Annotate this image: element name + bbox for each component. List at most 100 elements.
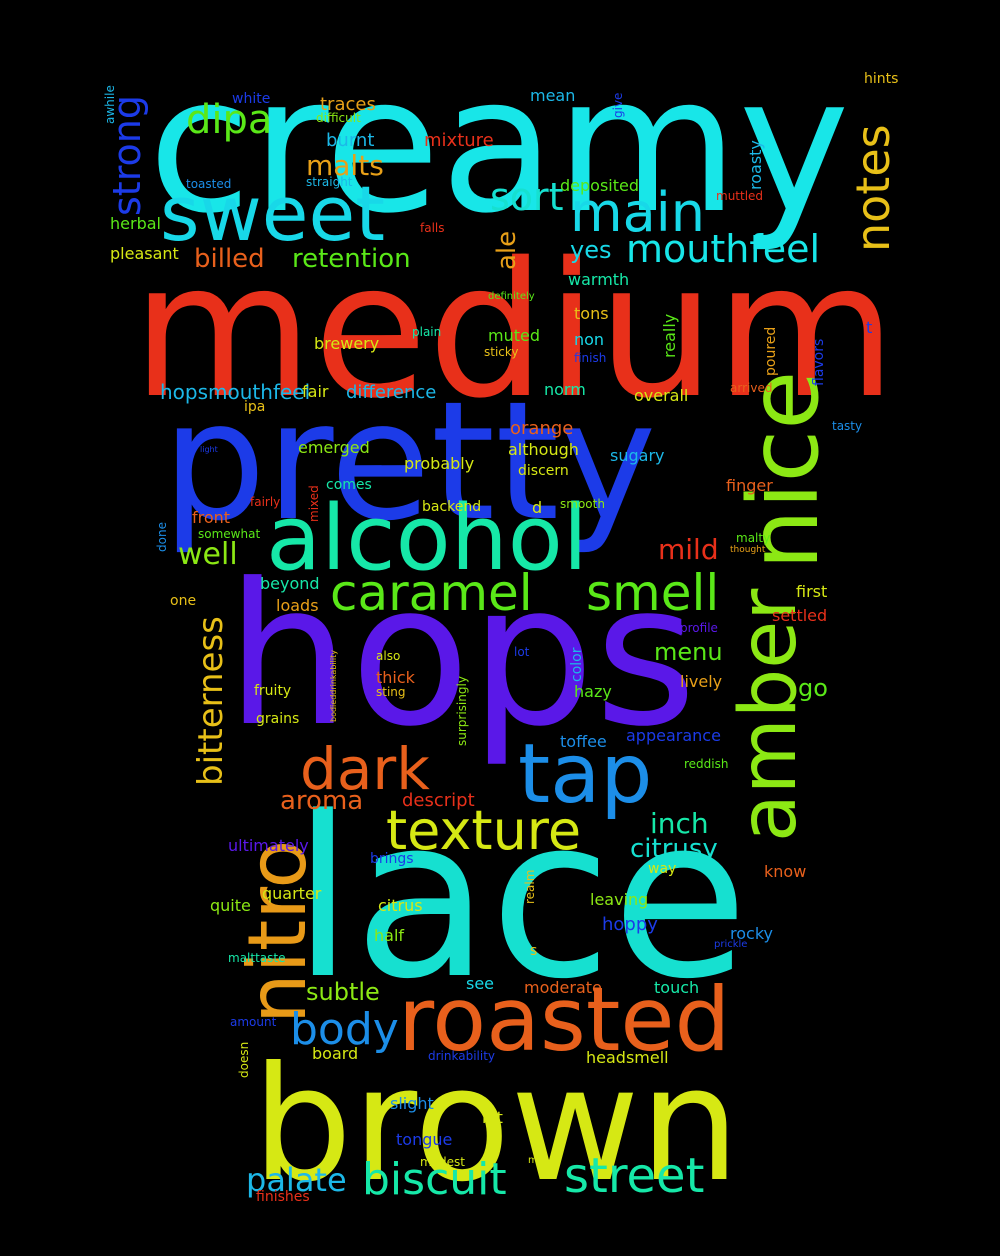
word-fair: fair (302, 382, 329, 401)
word-leaving: leaving (590, 890, 649, 909)
word-street: street (564, 1148, 705, 1204)
word-alcohol: alcohol (266, 486, 588, 591)
word-m: m (528, 1155, 538, 1166)
word-amount: amount (230, 1015, 277, 1029)
word-finish: finish (574, 351, 607, 365)
word-one: one (170, 593, 197, 609)
word-surprisingly: surprisingly (455, 676, 469, 746)
word-half: half (374, 926, 405, 945)
word-malttaste: malttaste (228, 951, 286, 965)
word-give: give (611, 92, 625, 118)
word-done: done (155, 522, 169, 552)
word-bitterness: bitterness (191, 616, 231, 786)
word-muted: muted (488, 326, 540, 345)
word-mixture: mixture (424, 130, 494, 151)
word-somewhat: somewhat (198, 527, 261, 541)
word-go: go (798, 674, 828, 702)
word-awhile: awhile (103, 85, 117, 124)
word-dark: dark (300, 735, 430, 803)
word-amber: amber (724, 588, 814, 842)
word-roasted: roasted (398, 968, 731, 1071)
word-norm: norm (544, 380, 586, 399)
word-prickle: prickle (714, 939, 748, 950)
word-emerged: emerged (298, 438, 370, 457)
word-aroma: aroma (280, 786, 364, 816)
word-body: body (290, 1004, 399, 1055)
word-ultimately: ultimately (228, 836, 309, 855)
word-toffee: toffee (560, 732, 607, 751)
word-discern: discern (518, 463, 569, 479)
word-moderate: moderate (524, 978, 602, 997)
word-grains: grains (256, 711, 300, 727)
word-pretty: pretty (162, 366, 657, 557)
word-hopsmouthfeel: hopsmouthfeel (160, 380, 311, 404)
word-t: t (866, 318, 873, 337)
word-appearance: appearance (626, 726, 721, 745)
word-drinkability: drinkability (428, 1049, 496, 1063)
word-lively: lively (680, 672, 723, 691)
word-overall: overall (634, 386, 689, 405)
word-mean: mean (530, 86, 576, 105)
word-flavors: flavors (811, 338, 827, 386)
word-white: white (232, 91, 271, 107)
word-falls: falls (420, 221, 445, 235)
word-sweet: sweet (160, 169, 386, 258)
word-first: first (796, 582, 828, 601)
word-difficult: difficult (316, 111, 361, 125)
word-smooth: smooth (560, 497, 605, 511)
word-pleasant: pleasant (110, 244, 179, 263)
word-sort: sort (490, 175, 564, 219)
word-light: light (200, 445, 218, 454)
word-plain: plain (412, 325, 442, 339)
word-color: color (569, 647, 585, 682)
word-backend: backend (422, 499, 482, 515)
word-also: also (376, 649, 401, 663)
word-really: really (660, 313, 679, 358)
word-malts: malts (306, 149, 384, 182)
word-comes: comes (326, 477, 372, 493)
word-tongue: tongue (396, 1130, 453, 1149)
word-subtle: subtle (306, 978, 380, 1006)
word-mixed: mixed (307, 485, 321, 522)
word-thought: thought (730, 545, 766, 555)
word-brewery: brewery (314, 334, 380, 353)
word-know: know (764, 862, 807, 881)
word-mild: mild (658, 533, 719, 566)
word-toasted: toasted (186, 177, 232, 191)
word-smell: smell (586, 564, 720, 622)
word-creamy: creamy (148, 36, 850, 255)
word-orange: orange (510, 418, 574, 439)
word-ipa: ipa (244, 399, 266, 415)
word-sugary: sugary (610, 446, 665, 465)
word-bodieddrinkability: bodieddrinkability (329, 650, 338, 722)
word-hints: hints (864, 71, 899, 87)
word-front: front (192, 508, 231, 527)
word-tons: tons (574, 304, 609, 323)
word-yes: yes (570, 236, 612, 264)
word-although: although (508, 440, 579, 459)
word-burnt: burnt (326, 130, 375, 151)
word-herbal: herbal (110, 214, 161, 233)
word-fairly: fairly (250, 495, 281, 509)
word-menu: menu (654, 638, 723, 666)
word-main: main (570, 181, 705, 244)
word-palate: palate (246, 1161, 347, 1199)
word-caramel: caramel (330, 564, 533, 622)
word-difference: difference (346, 382, 437, 403)
word-rocky: rocky (730, 924, 773, 943)
word-roasty: roasty (746, 140, 765, 190)
word-medium: medium (132, 222, 897, 439)
word-probably: probably (404, 454, 475, 473)
word-bit: bit (482, 1108, 503, 1127)
word-citrus: citrus (378, 896, 423, 915)
word-modest: modest (420, 1155, 465, 1169)
word-sting: sting (376, 685, 406, 699)
word-hazy: hazy (574, 682, 612, 701)
word-tap: tap (518, 727, 653, 822)
word-deposited: deposited (560, 176, 639, 195)
word-fruity: fruity (254, 683, 292, 699)
word-hoppy: hoppy (602, 914, 658, 935)
word-definitely: definitely (488, 291, 535, 302)
word-descript: descript (402, 790, 475, 811)
